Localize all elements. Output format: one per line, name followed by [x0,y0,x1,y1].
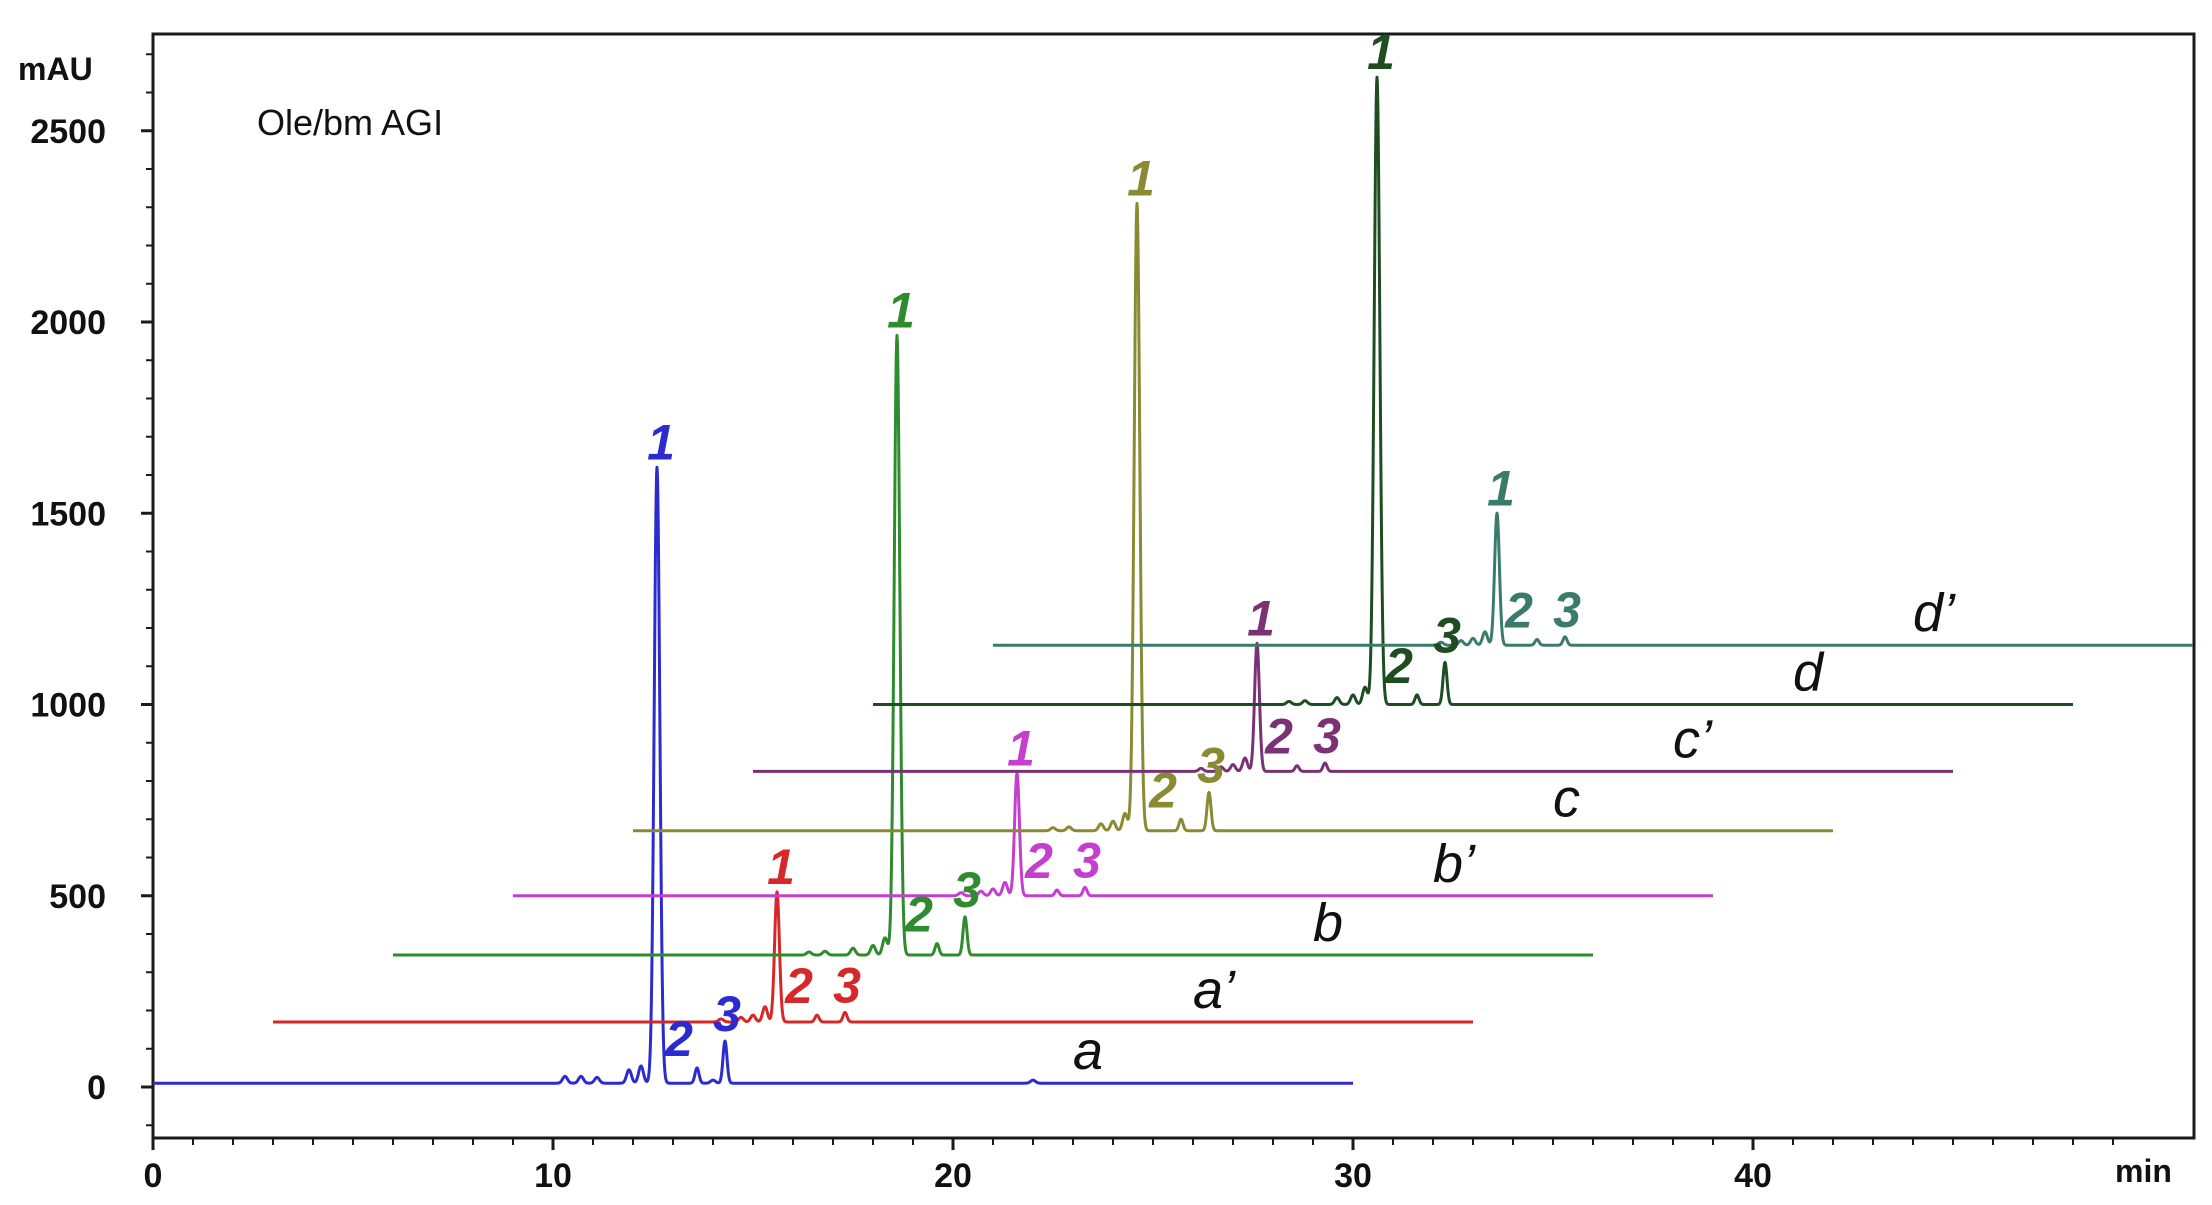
peak-label: 2 [904,887,933,943]
peak-label: 3 [1553,582,1581,638]
peak-label: 1 [767,839,795,895]
trace-8-line [991,511,2195,647]
trace-5-line [631,201,1835,833]
peak-label: 1 [887,282,915,338]
peak-label: 2 [664,1011,693,1067]
x-axis-unit-label: min [2115,1153,2172,1189]
x-tick-label: 0 [144,1157,163,1195]
trace-group [151,75,2195,1085]
trace-4-line [511,771,1715,898]
y-tick-label: 1000 [30,687,106,725]
peak-label: 2 [1504,582,1533,638]
y-tick-label: 2000 [30,304,106,342]
y-tick-label: 0 [87,1069,106,1107]
peak-label: 1 [1127,150,1155,206]
peak-label: 1 [1247,590,1275,646]
y-axis-unit-label: mAU [18,51,93,87]
trace-name-label: b’ [1433,834,1476,894]
trace-name-label: c’ [1673,709,1713,769]
x-tick-label: 30 [1334,1157,1372,1195]
peak-label: 1 [1487,460,1515,516]
peak-label: 1 [647,414,675,470]
peak-label: 2 [784,958,813,1014]
peak-label: 2 [1264,709,1293,765]
chart-title: Ole/bm AGI [257,102,443,143]
y-tick-label: 500 [49,878,106,916]
peak-label: 2 [1148,762,1177,818]
peak-label: 3 [713,986,741,1042]
trace-2-line [271,890,1475,1024]
trace-name-label: c [1553,769,1580,829]
plot-frame [151,32,2196,1140]
peak-label: 3 [833,957,861,1013]
trace-name-label: b [1313,893,1343,953]
trace-name-label: a [1073,1021,1103,1081]
peak-label: 3 [1313,708,1341,764]
trace-1-line [151,465,1355,1085]
axes-group: 0 10 20 30 40 0 500 1000 1500 2000 2500 [30,53,2114,1195]
x-tick-label: 20 [934,1157,972,1195]
trace-3-line [391,333,1595,957]
y-tick-label: 2500 [30,113,106,151]
trace-name-label: d [1793,643,1825,703]
trace-name-label: d’ [1913,583,1956,643]
peak-label: 1 [1007,720,1035,776]
trace-6-line [751,641,1955,773]
peak-label: 3 [1073,832,1101,888]
x-tick-label: 40 [1734,1157,1772,1195]
trace-7-line [871,75,2075,706]
trace-name-label: a’ [1193,960,1236,1020]
peak-label: 3 [953,862,981,918]
peak-label: 3 [1197,737,1225,793]
peak-label: 3 [1433,607,1461,663]
y-tick-label: 1500 [30,495,106,533]
peak-label: 1 [1367,24,1395,80]
peak-label: 2 [1024,833,1053,889]
x-tick-label: 10 [534,1157,572,1195]
peak-label: 2 [1384,638,1413,694]
